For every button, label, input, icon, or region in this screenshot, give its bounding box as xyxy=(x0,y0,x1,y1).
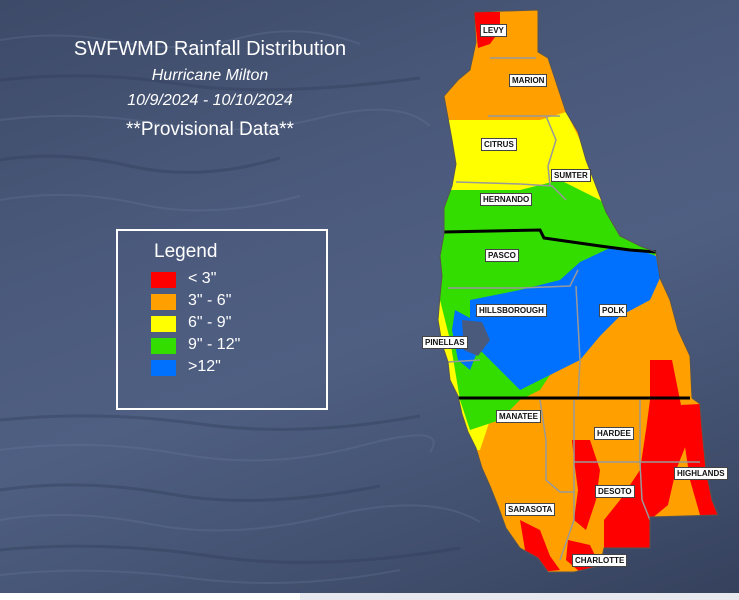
legend-label: 6" - 9" xyxy=(188,314,232,331)
legend-swatch-orange xyxy=(151,294,176,310)
date-range: 10/9/2024 - 10/10/2024 xyxy=(127,92,293,109)
county-label-manatee: MANATEE xyxy=(496,410,541,423)
county-label-sarasota: SARASOTA xyxy=(505,503,556,516)
county-label-desoto: DESOTO xyxy=(595,485,635,498)
legend-swatch-green xyxy=(151,338,176,354)
rainfall-zones xyxy=(438,10,718,572)
district-outline xyxy=(437,9,719,573)
county-label-hillsborough: HILLSBOROUGH xyxy=(476,304,547,317)
zone-over-12 xyxy=(470,248,660,390)
county-label-charlotte: CHARLOTTE xyxy=(572,554,628,567)
legend-swatch-blue xyxy=(151,360,176,376)
county-label-hardee: HARDEE xyxy=(594,427,634,440)
legend-label: >12" xyxy=(188,358,221,375)
county-label-polk: POLK xyxy=(599,304,628,317)
county-boundaries xyxy=(447,57,700,561)
county-label-hernando: HERNANDO xyxy=(480,193,533,206)
title-block: SWFWMD Rainfall Distribution Hurricane M… xyxy=(20,36,400,144)
county-label-marion: MARION xyxy=(509,74,548,87)
district-boundaries xyxy=(443,228,690,400)
legend-swatch-yellow xyxy=(151,316,176,332)
legend-label: 3" - 6" xyxy=(188,292,232,309)
county-label-highlands: HIGHLANDS xyxy=(674,467,728,480)
tampa-bay xyxy=(462,320,490,356)
county-label-citrus: CITRUS xyxy=(481,138,517,151)
legend-title: Legend xyxy=(154,241,218,262)
map-title: SWFWMD Rainfall Distribution xyxy=(73,38,347,60)
provisional-note: **Provisional Data** xyxy=(126,119,294,140)
bottom-strip xyxy=(300,593,739,600)
legend-label: 9" - 12" xyxy=(188,336,241,353)
county-label-sumter: SUMTER xyxy=(551,169,591,182)
legend-box: Legend < 3" 3" - 6" 6" - 9" 9" - 12" >12… xyxy=(116,229,328,410)
map-subtitle: Hurricane Milton xyxy=(151,67,269,84)
legend-label: < 3" xyxy=(188,270,217,287)
county-label-pinellas: PINELLAS xyxy=(422,336,468,349)
county-label-pasco: PASCO xyxy=(485,249,519,262)
county-label-levy: LEVY xyxy=(480,24,507,37)
legend-swatch-red xyxy=(151,272,176,288)
